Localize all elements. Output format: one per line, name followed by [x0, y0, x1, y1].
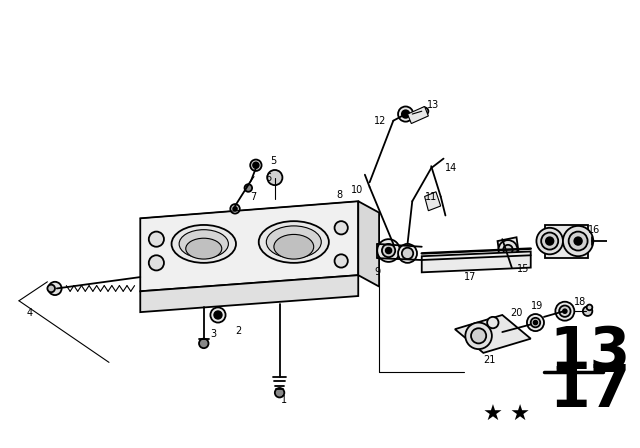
- Text: 10: 10: [351, 185, 363, 195]
- Ellipse shape: [259, 221, 329, 263]
- Circle shape: [386, 248, 392, 254]
- Circle shape: [382, 244, 396, 257]
- Circle shape: [574, 237, 582, 245]
- Ellipse shape: [179, 230, 228, 258]
- Text: 2: 2: [235, 326, 241, 336]
- Polygon shape: [545, 225, 588, 258]
- Circle shape: [583, 306, 593, 316]
- Text: 5: 5: [270, 156, 276, 167]
- Circle shape: [471, 328, 486, 344]
- Text: 16: 16: [588, 225, 600, 235]
- Circle shape: [253, 162, 259, 168]
- Circle shape: [587, 305, 593, 310]
- Text: 15: 15: [516, 264, 529, 275]
- Circle shape: [47, 284, 55, 292]
- Circle shape: [563, 309, 567, 313]
- Polygon shape: [497, 237, 519, 262]
- Text: 17: 17: [550, 362, 631, 419]
- Text: 20: 20: [510, 308, 522, 318]
- Text: 13: 13: [550, 324, 631, 381]
- Text: 17: 17: [465, 272, 477, 282]
- Circle shape: [420, 108, 428, 115]
- Polygon shape: [455, 315, 531, 353]
- Circle shape: [527, 314, 544, 331]
- Circle shape: [559, 306, 570, 317]
- Circle shape: [268, 170, 282, 185]
- Circle shape: [569, 232, 588, 250]
- Circle shape: [49, 282, 61, 295]
- Circle shape: [244, 184, 252, 192]
- Circle shape: [214, 311, 222, 319]
- Circle shape: [402, 110, 410, 118]
- Circle shape: [531, 318, 540, 327]
- Circle shape: [199, 339, 209, 348]
- Ellipse shape: [274, 234, 314, 259]
- Text: 12: 12: [374, 116, 387, 126]
- Circle shape: [398, 244, 417, 263]
- Circle shape: [398, 107, 413, 122]
- Circle shape: [230, 204, 240, 214]
- Text: 19: 19: [531, 301, 543, 310]
- Circle shape: [211, 307, 225, 323]
- Circle shape: [541, 233, 558, 250]
- Circle shape: [534, 321, 538, 324]
- Circle shape: [546, 237, 554, 245]
- Ellipse shape: [266, 226, 321, 258]
- Circle shape: [275, 388, 284, 397]
- Text: 8: 8: [337, 190, 342, 200]
- Circle shape: [556, 302, 574, 321]
- Polygon shape: [422, 251, 531, 272]
- Text: 14: 14: [445, 163, 458, 173]
- Circle shape: [377, 239, 400, 262]
- Text: 9: 9: [374, 267, 381, 277]
- Text: 7: 7: [250, 191, 257, 202]
- Circle shape: [465, 323, 492, 349]
- Text: ★ ★: ★ ★: [483, 405, 531, 425]
- Circle shape: [233, 207, 237, 211]
- Circle shape: [499, 240, 518, 259]
- Circle shape: [536, 228, 563, 254]
- Polygon shape: [424, 192, 441, 211]
- Text: 18: 18: [574, 297, 587, 307]
- Polygon shape: [358, 201, 379, 287]
- Circle shape: [335, 254, 348, 267]
- Text: 3: 3: [211, 329, 216, 339]
- Polygon shape: [140, 275, 358, 312]
- Ellipse shape: [172, 225, 236, 263]
- Text: 4: 4: [26, 308, 33, 318]
- Text: 11: 11: [424, 191, 437, 202]
- Text: 13: 13: [426, 99, 439, 110]
- Circle shape: [250, 159, 262, 171]
- Circle shape: [148, 255, 164, 271]
- Circle shape: [335, 221, 348, 234]
- Text: 1: 1: [281, 395, 287, 405]
- Text: 6: 6: [266, 172, 271, 183]
- Circle shape: [402, 248, 413, 259]
- Circle shape: [487, 317, 499, 328]
- Polygon shape: [140, 201, 358, 291]
- Circle shape: [563, 226, 593, 256]
- Text: 21: 21: [483, 355, 496, 366]
- Circle shape: [148, 232, 164, 247]
- Circle shape: [503, 245, 513, 254]
- Ellipse shape: [186, 238, 222, 259]
- Polygon shape: [408, 107, 428, 124]
